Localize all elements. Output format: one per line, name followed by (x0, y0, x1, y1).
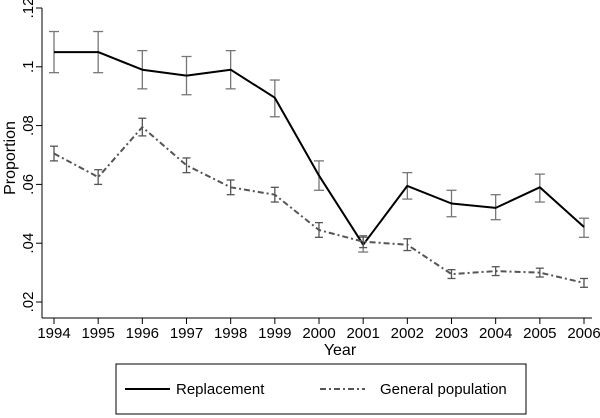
plot-area (49, 30, 589, 288)
x-ticks: 1994 1995 1996 1997 1998 1999 2000 2001 2002 2003… (37, 318, 600, 342)
y-tick-label: .02 (20, 292, 37, 313)
x-tick-label: 1996 (126, 325, 159, 342)
y-tick-label: .1 (20, 61, 37, 74)
series-line-replacement (54, 51, 585, 246)
x-tick-label: 2004 (479, 325, 512, 342)
series-line-general-population (53, 126, 585, 284)
x-tick-label: 2000 (302, 325, 335, 342)
x-axis-title: Year (324, 342, 357, 359)
y-tick-label: .06 (20, 174, 37, 195)
y-tick-label: .04 (20, 233, 37, 254)
x-tick-label: 2002 (391, 325, 424, 342)
error-bar-replacement (579, 217, 589, 238)
x-tick-label: 2005 (523, 325, 556, 342)
legend-label-replacement: Replacement (176, 381, 265, 398)
x-tick-label: 1994 (37, 325, 70, 342)
y-tick-label: .12 (20, 0, 37, 18)
x-tick-label: 2006 (567, 325, 600, 342)
y-ticks: .02 .04 .06 .08 .1 .12 (20, 0, 42, 312)
y-axis-title: Proportion (2, 121, 19, 195)
legend-label-general-population: General population (380, 381, 507, 398)
x-tick-label: 1995 (81, 325, 114, 342)
x-tick-label: 2003 (435, 325, 468, 342)
x-tick-label: 1998 (214, 325, 247, 342)
y-tick-label: .08 (20, 115, 37, 136)
x-tick-label: 1999 (258, 325, 291, 342)
x-tick-label: 2001 (346, 325, 379, 342)
x-tick-label: 1997 (170, 325, 203, 342)
